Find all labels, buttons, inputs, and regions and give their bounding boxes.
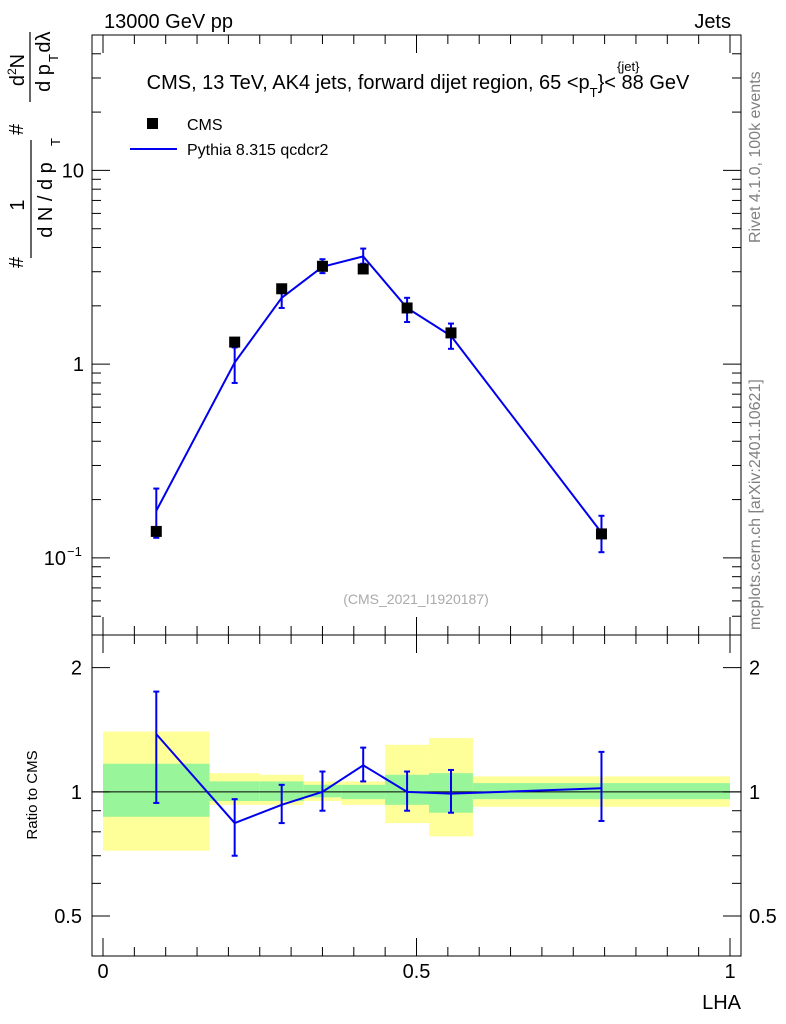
ratio-ytick-label-right: 2 [749,658,760,680]
ratio-ytick-label-left: 1 [71,782,82,804]
ratio-ylabel: Ratio to CMS [24,750,41,839]
ratio-ytick-label-left: 2 [71,658,82,680]
cms-point [401,302,413,314]
ratio-ytick-label-right: 0.5 [749,906,777,928]
header-left: 13000 GeV pp [104,11,233,33]
x-tick-label: 0 [97,961,108,983]
ratio-ytick-label-right: 1 [749,782,760,804]
main-ytick-label: 10 [62,160,84,182]
cms-point [150,525,162,537]
pythia-line [155,255,603,534]
x-tick-label: 0.5 [403,961,431,983]
cms-point [357,263,369,275]
cms-point [316,260,328,272]
svg-text:T: T [48,138,63,146]
ratio-band-inner [209,781,260,802]
ratio-ytick-label-left: 0.5 [54,906,82,928]
watermark: (CMS_2021_I1920187) [343,591,489,607]
legend-cms-marker [147,118,158,129]
main-ytick-exponent: −1 [67,544,82,559]
ratio-axis-ticks [92,635,741,957]
legend: CMS Pythia 8.315 qcdcr2 [130,117,329,159]
chart-title-superscript: {jet} [617,59,640,74]
x-axis-label: LHA [702,992,742,1014]
cms-point [595,528,607,540]
svg-text:1: 1 [7,199,29,210]
main-ytick-label: 1 [73,354,84,376]
main-panel: CMS, 13 TeV, AK4 jets, forward dijet reg… [5,31,742,636]
svg-text:#: # [6,123,28,135]
side-label-bottom: mcplots.cern.ch [arXiv:2401.10621] [747,379,764,630]
ratio-frame [91,634,742,957]
cms-point [445,327,457,339]
legend-pythia-label: Pythia 8.315 qcdcr2 [187,142,329,159]
cms-point [276,283,288,295]
ratio-pythia-line [155,733,602,825]
svg-text:d2N: d2N [5,54,29,86]
svg-text:T: T [46,54,61,62]
svg-text:dλ: dλ [33,31,55,52]
legend-cms-label: CMS [187,117,223,134]
cms-point [229,336,241,348]
main-ytick-label: 10 [44,548,66,570]
svg-text:#: # [6,256,28,268]
ratio-bands [103,731,730,851]
main-ylabel: # 1 d N / d p T # d2N d p T dλ [5,31,63,268]
side-label-top: Rivet 4.1.0, 100k events [747,71,764,243]
header-right: Jets [694,11,731,33]
ratio-panel: Ratio to CMS LHA 0.5 0.5 1 1 2 2 0 0.5 1 [24,634,777,1014]
x-tick-label: 1 [724,961,735,983]
svg-text:d N / d p: d N / d p [35,162,57,238]
svg-text:d p: d p [33,64,55,92]
chart-title: CMS, 13 TeV, AK4 jets, forward dijet reg… [147,72,690,100]
